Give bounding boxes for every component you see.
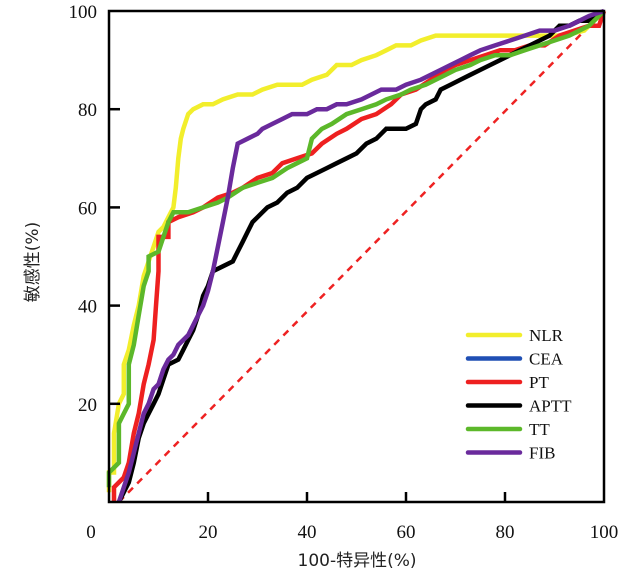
- y-tick-label: 60: [78, 198, 97, 219]
- legend-label: APTT: [529, 397, 572, 416]
- legend-label: CEA: [529, 350, 564, 369]
- x-tick-label: 0: [86, 522, 96, 543]
- plot-lines: [106, 8, 607, 504]
- y-tick-label: 100: [69, 2, 98, 23]
- x-tick-label: 100: [590, 522, 619, 543]
- legend-label: PT: [529, 373, 549, 392]
- legend-item-cea: CEA: [465, 350, 564, 369]
- x-axis-ticks: 0 20 40 60 80 100: [86, 492, 618, 543]
- y-axis-label: 敏感性(%): [23, 222, 43, 302]
- legend-item-pt: PT: [465, 373, 549, 392]
- x-axis-label: 100-特异性(%): [298, 551, 417, 571]
- x-tick-label: 40: [298, 522, 317, 543]
- legend-item-tt: TT: [465, 420, 550, 439]
- x-tick-label: 80: [496, 522, 515, 543]
- legend-item-fib: FIB: [465, 444, 555, 463]
- legend-label: TT: [529, 420, 550, 439]
- series-line-nlr: [106, 9, 606, 493]
- series-line-tt: [106, 9, 606, 488]
- legend-label: NLR: [529, 326, 564, 345]
- y-tick-label: 40: [78, 297, 97, 318]
- legend-label: FIB: [529, 444, 555, 463]
- legend-item-nlr: NLR: [465, 326, 564, 345]
- series-line-pt: [111, 10, 607, 502]
- x-tick-label: 20: [199, 522, 218, 543]
- plot-frame: [107, 9, 606, 504]
- legend-item-aptt: APTT: [465, 397, 572, 416]
- y-tick-label: 80: [78, 100, 97, 121]
- x-tick-label: 60: [397, 522, 416, 543]
- series-line-fib: [116, 8, 605, 503]
- legend: NLR CEA PT APTT TT FIB: [465, 326, 572, 463]
- reference-diagonal: [118, 10, 605, 503]
- y-axis-ticks: 20 40 60 80 100: [69, 2, 120, 416]
- y-tick-label: 20: [78, 395, 97, 416]
